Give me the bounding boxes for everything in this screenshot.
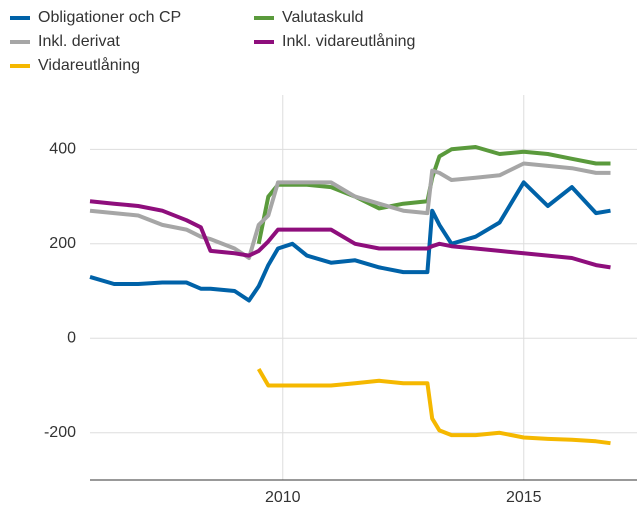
- y-tick-label: -200: [44, 424, 76, 441]
- legend-label: Obligationer och CP: [38, 9, 181, 26]
- y-tick-label: 400: [49, 141, 76, 158]
- legend-label: Valutaskuld: [282, 9, 364, 26]
- legend-label: Inkl. vidareutlåning: [282, 32, 415, 50]
- y-tick-label: 0: [67, 330, 76, 347]
- series-line: [89, 161, 611, 260]
- x-tick-label: 2010: [265, 489, 301, 506]
- series-line: [89, 180, 611, 303]
- legend-label: Inkl. derivat: [38, 33, 120, 50]
- x-tick-label: 2015: [506, 489, 542, 506]
- y-tick-label: 200: [49, 235, 76, 252]
- series-line: [256, 367, 611, 446]
- legend-label: Vidareutlåning: [38, 56, 140, 74]
- series-line: [89, 199, 611, 270]
